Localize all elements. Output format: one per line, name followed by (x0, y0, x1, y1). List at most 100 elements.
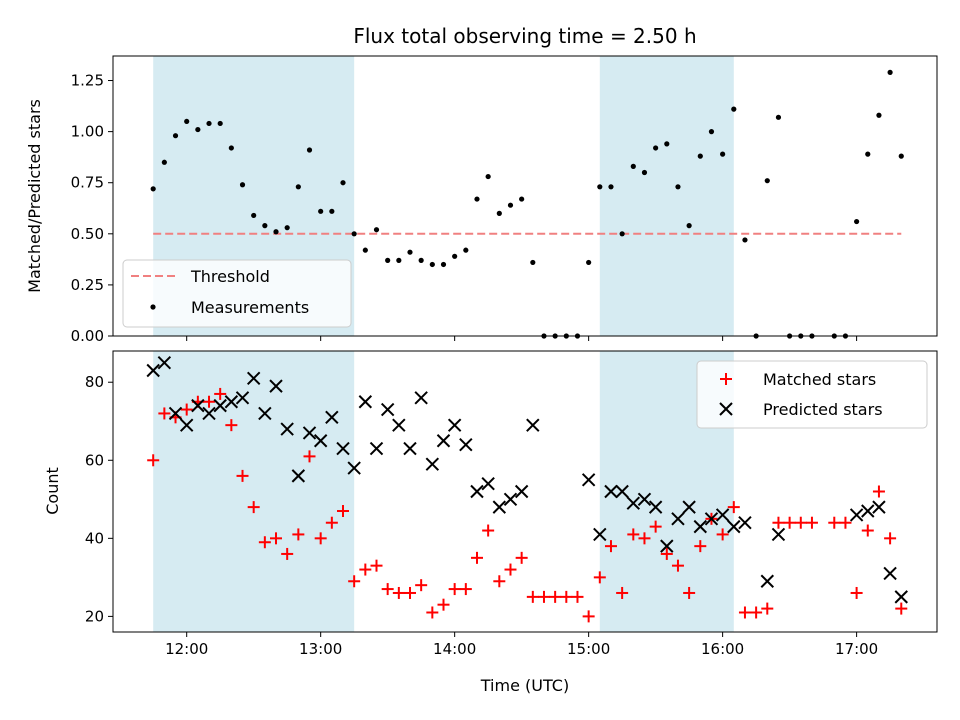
measurement-point (373, 227, 380, 233)
matched-star-point (750, 606, 763, 619)
legend-threshold-label: Threshold (190, 267, 270, 286)
predicted-star-point (626, 496, 641, 510)
matched-star-point (504, 563, 517, 576)
matched-star-point (683, 586, 696, 599)
measurement-point (686, 223, 692, 229)
predicted-star-point (872, 500, 886, 514)
measurement-point (351, 231, 357, 237)
measurement-point (496, 210, 502, 216)
predicted-star-point (347, 461, 361, 475)
matched-star-point (526, 590, 539, 603)
predicted-star-point (447, 418, 462, 432)
y-tick-label: 20 (85, 607, 104, 625)
measurement-point (150, 186, 156, 192)
measurement-point (251, 212, 257, 219)
predicted-star-point (302, 426, 317, 440)
matched-star-point (426, 606, 439, 619)
matched-star-point (627, 528, 640, 541)
measurement-point (385, 257, 391, 263)
bottom-shaded-intervals (153, 351, 734, 632)
measurement-point (865, 151, 871, 157)
measurement-point (608, 184, 614, 190)
matched-star-point (861, 524, 874, 537)
matched-star-point (549, 590, 562, 603)
matched-star-point (225, 419, 238, 432)
y-tick-label: 0.75 (71, 174, 104, 192)
measurement-point (172, 133, 179, 139)
shaded-interval (153, 351, 355, 632)
predicted-star-point (202, 406, 216, 421)
predicted-star-point (760, 574, 774, 588)
predicted-star-point (849, 508, 864, 522)
predicted-star-point (615, 484, 629, 499)
measurement-point (396, 257, 402, 263)
predicted-star-point (157, 356, 172, 370)
predicted-star-point (470, 484, 484, 499)
matched-star-point (292, 528, 305, 541)
measurement-point (407, 249, 413, 255)
predicted-star-point (671, 512, 685, 526)
predicted-star-point (581, 473, 596, 487)
y-tick-label: 80 (85, 373, 104, 391)
measurement-point (898, 153, 904, 159)
legend-matched-label: Matched stars (763, 370, 876, 389)
predicted-star-point (269, 379, 283, 393)
predicted-star-point (313, 434, 328, 448)
matched-star-point (649, 520, 662, 533)
top-panel: Flux total observing time = 2.50 h 0.000… (25, 24, 938, 345)
measurement-point (329, 208, 335, 214)
matched-star-point (794, 516, 807, 529)
measurement-point (452, 253, 458, 259)
bottom-axes-frame (112, 350, 938, 633)
measurement-point (630, 163, 636, 169)
predicted-star-point (291, 469, 306, 483)
y-tick-label: 60 (85, 451, 104, 469)
matched-star-point (616, 586, 629, 599)
measurement-point (195, 126, 201, 133)
measurement-point (295, 184, 301, 190)
predicted-star-point (213, 398, 227, 413)
predicted-star-point (738, 516, 752, 530)
matched-legend-swatch (720, 373, 732, 385)
predicted-star-point (403, 441, 417, 456)
measurement-point (641, 169, 648, 176)
predicted-star-point (436, 434, 451, 448)
predicted-star-point (235, 391, 250, 405)
matched-star-point (828, 516, 841, 529)
matched-star-point (537, 590, 550, 603)
matched-star-point (392, 586, 405, 599)
matched-star-point (593, 571, 606, 584)
matched-star-point (604, 540, 617, 553)
matched-star-point (270, 532, 283, 545)
measurement-point (619, 231, 625, 237)
matched-star-point (571, 590, 584, 603)
predicted-star-point (771, 527, 786, 542)
measurement-point (530, 259, 536, 266)
matched-star-point (448, 583, 461, 596)
x-tick-label: 14:00 (433, 640, 476, 658)
predicted-legend-swatch (719, 402, 733, 416)
measurement-point (273, 229, 279, 235)
y-tick-label: 1.00 (71, 123, 104, 141)
measurement-point (206, 120, 212, 127)
predicted-star-point (894, 590, 908, 604)
matched-star-point (348, 575, 361, 588)
measurement-point (675, 184, 681, 190)
matched-star-point (147, 454, 160, 467)
matched-star-point (437, 598, 450, 611)
matched-star-point (671, 559, 684, 572)
bottom-y-ticks: 20 40 60 80 (85, 373, 113, 625)
bottom-y-axis-label: Count (43, 467, 62, 515)
measurement-point (262, 223, 268, 229)
matched-star-point (281, 547, 294, 560)
matched-star-point (158, 407, 171, 420)
measurement-point (653, 145, 659, 151)
predicted-star-point (682, 500, 696, 514)
predicted-star-point (425, 457, 440, 471)
predicted-star-point (526, 418, 540, 432)
measurement-point (507, 202, 514, 208)
matched-star-point (337, 505, 350, 518)
predicted-star-point (481, 476, 495, 491)
bottom-legend-box (696, 360, 928, 429)
measurement-point (597, 184, 603, 190)
